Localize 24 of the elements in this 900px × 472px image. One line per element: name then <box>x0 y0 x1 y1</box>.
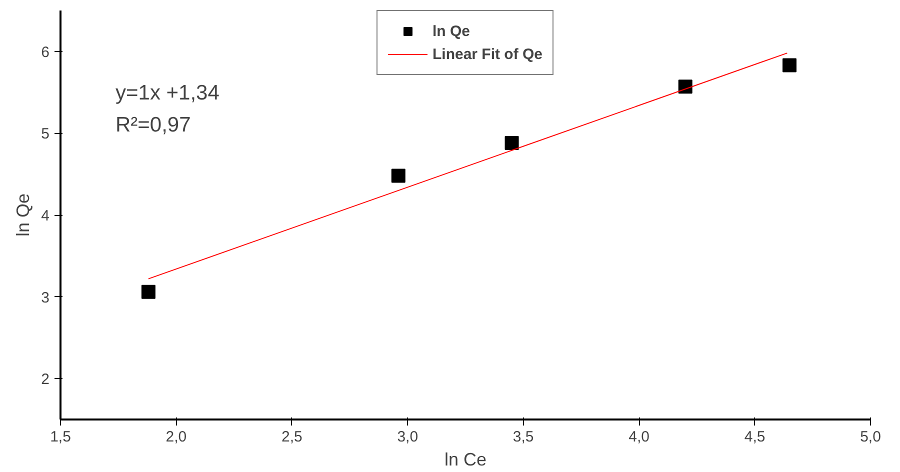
y-tick-label: 6 <box>41 44 50 61</box>
x-tick-label: 2,0 <box>166 428 187 446</box>
x-tick-label: 4,0 <box>628 428 650 446</box>
point <box>782 58 796 72</box>
x-tick-label: 2,5 <box>282 428 302 446</box>
legend-label: Linear Fit of Qe <box>432 46 543 62</box>
point <box>678 80 692 94</box>
point <box>391 168 406 183</box>
y-tick-label: 4 <box>41 208 50 224</box>
x-tick-label: 5,0 <box>860 428 881 446</box>
x-axis-title: ln Ce <box>444 450 487 470</box>
y-tick-label: 2 <box>41 371 50 388</box>
x-tick-label: 4,5 <box>744 428 766 446</box>
y-tick-label: 3 <box>41 289 50 306</box>
x-tick-label: 3,0 <box>397 428 418 446</box>
x-tick-label: 3,5 <box>512 428 534 446</box>
annotation: y=1x +1,34 <box>116 82 220 104</box>
point <box>504 136 519 150</box>
y-axis-title: ln Qe <box>13 193 34 237</box>
legend-label: ln Qe <box>432 22 470 40</box>
x-tick-label: 1,5 <box>50 428 71 446</box>
y-tick-label: 5 <box>41 126 50 143</box>
point <box>141 284 156 299</box>
annotation: R²=0,97 <box>116 114 191 136</box>
